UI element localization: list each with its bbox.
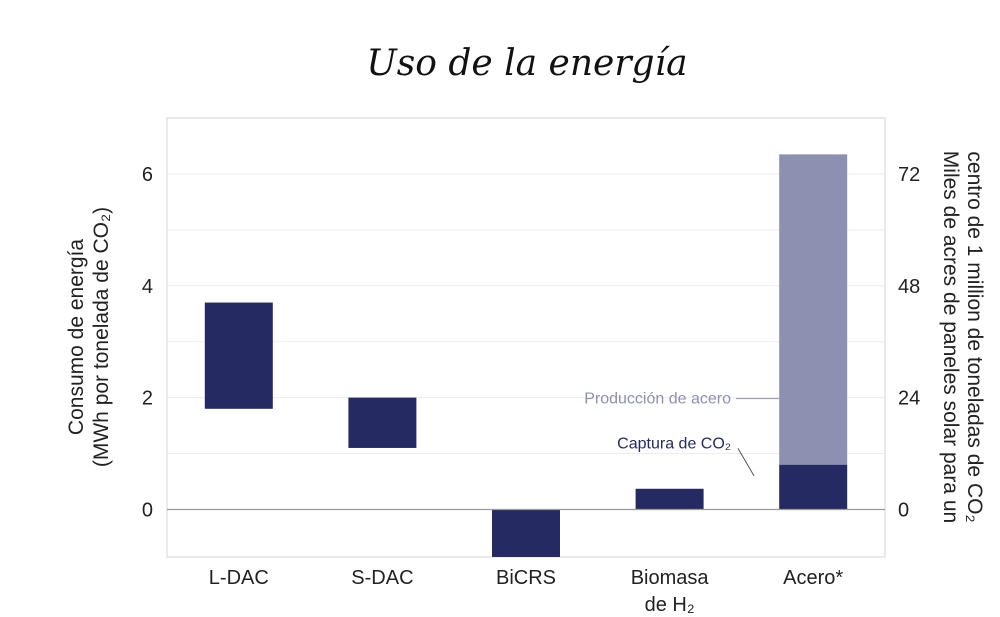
chart-title: Uso de la energía bbox=[366, 43, 687, 84]
category-label: Acero* bbox=[783, 567, 843, 589]
y-tick-label: 6 bbox=[142, 164, 153, 186]
legend-label-capture: Captura de CO₂ bbox=[617, 435, 731, 452]
category-label: de H₂ bbox=[645, 594, 695, 616]
y-tick-label: 0 bbox=[142, 499, 153, 521]
bar bbox=[492, 509, 560, 557]
category-label: S-DAC bbox=[351, 567, 413, 589]
y2-tick-label: 48 bbox=[898, 276, 920, 298]
y-axis-label: Consumo de energía bbox=[65, 239, 88, 435]
category-labels: L-DAC S-DAC BiCRS Biomasa de H₂ Acero* bbox=[209, 567, 844, 616]
axis-labels: Consumo de energía (MWh por tonelada de C… bbox=[65, 151, 986, 523]
grid-lines bbox=[167, 117, 885, 455]
legend: Producción de acero Captura de CO₂ bbox=[584, 391, 780, 477]
y-tick-label: 4 bbox=[142, 276, 153, 298]
bar bbox=[635, 488, 704, 510]
bar bbox=[779, 464, 848, 510]
plot-frame bbox=[166, 117, 886, 558]
bar bbox=[348, 397, 417, 448]
legend-label-steel: Producción de acero bbox=[584, 391, 731, 408]
category-label: BiCRS bbox=[496, 567, 556, 589]
legend-leader-capture bbox=[737, 448, 755, 477]
y2-axis-label: Miles de acres de paneles solar para un bbox=[939, 151, 962, 523]
category-label: Biomasa bbox=[631, 567, 710, 589]
category-label: L-DAC bbox=[209, 567, 269, 589]
y2-tick-label: 72 bbox=[898, 164, 920, 186]
y2-tick-label: 24 bbox=[898, 388, 920, 410]
y-tick-label: 2 bbox=[142, 388, 153, 410]
y2-axis-label: centro de 1 million de toneladas de CO₂ bbox=[963, 151, 986, 522]
y2-tick-label: 0 bbox=[898, 499, 909, 521]
bar bbox=[779, 154, 848, 465]
y-axis-label: (MWh por tonelada de CO₂) bbox=[90, 207, 113, 467]
bars bbox=[204, 154, 848, 557]
bar bbox=[204, 302, 273, 409]
